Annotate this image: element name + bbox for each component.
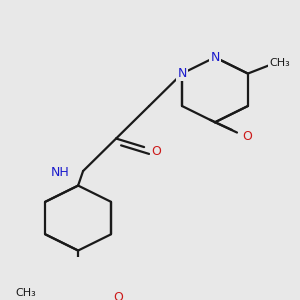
Text: N: N [177,67,187,80]
Text: O: O [242,130,252,143]
Text: CH₃: CH₃ [269,58,290,68]
Text: CH₃: CH₃ [15,288,36,298]
Text: O: O [113,291,123,300]
Text: N: N [210,51,220,64]
Text: NH: NH [50,166,69,179]
Text: O: O [151,145,161,158]
